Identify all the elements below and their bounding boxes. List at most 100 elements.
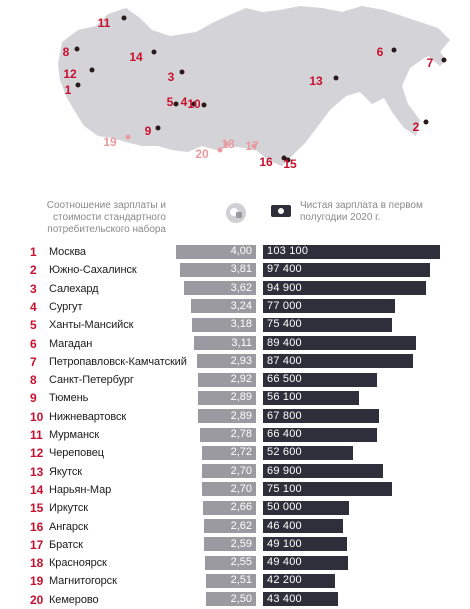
map-pin: 9 xyxy=(145,124,161,138)
rank-number: 19 xyxy=(30,574,44,589)
city-name: Нижневартовск xyxy=(49,410,127,423)
map-pin-label: 11 xyxy=(98,16,111,30)
ratio-value: 2,59 xyxy=(230,537,252,550)
map-pin: 16 xyxy=(259,155,287,169)
ratio-bar xyxy=(176,244,256,259)
salary-value: 75 100 xyxy=(267,482,302,495)
map-pin-label: 16 xyxy=(259,155,273,169)
table-row: 7 Петропавловск-Камчатский 2,93 87 400 xyxy=(0,353,470,371)
map-pin-dot xyxy=(285,157,291,163)
table-row: 1 Москва 4,00 103 100 xyxy=(0,243,470,261)
map-pin: 5 xyxy=(167,95,179,109)
ratio-bar xyxy=(202,482,256,497)
ratio-value: 2,78 xyxy=(230,428,252,440)
rank-number: 4 xyxy=(30,299,37,314)
city-name: Красноярск xyxy=(49,557,107,570)
salary-bar xyxy=(263,390,360,405)
salary-value: 97 400 xyxy=(267,263,302,276)
ratio-bar xyxy=(206,592,256,607)
ratio-bar xyxy=(197,372,256,387)
ratio-value: 4,00 xyxy=(230,245,252,257)
table-row: 9 Тюмень 2,89 56 100 xyxy=(0,389,470,407)
map-pin-dot xyxy=(391,47,397,53)
rank-number: 2 xyxy=(30,263,37,278)
rank-number: 13 xyxy=(30,464,44,479)
salary-bar xyxy=(263,372,378,387)
salary-value: 77 000 xyxy=(267,299,302,312)
table-row: 8 Санкт-Петербург 2,92 66 500 xyxy=(0,371,470,389)
salary-value: 43 400 xyxy=(267,592,302,605)
ratio-bar xyxy=(191,299,256,314)
ratio-value: 3,18 xyxy=(230,318,252,331)
salary-value: 56 100 xyxy=(267,391,302,404)
salary-bar xyxy=(263,427,377,442)
table-row: 15 Иркутск 2,66 50 000 xyxy=(0,499,470,517)
rank-number: 9 xyxy=(30,391,37,406)
salary-value: 42 200 xyxy=(267,574,302,587)
rank-number: 14 xyxy=(30,482,44,497)
map-pin: 15 xyxy=(283,157,297,171)
map-pin-dot xyxy=(423,119,429,125)
city-name: Москва xyxy=(49,246,86,258)
salary-bar xyxy=(263,244,440,259)
rank-number: 7 xyxy=(30,354,37,369)
salary-bar xyxy=(263,537,348,552)
rank-number: 16 xyxy=(30,519,44,534)
map-pin: 14 xyxy=(129,49,157,64)
table-row: 6 Магадан 3,11 89 400 xyxy=(0,335,470,353)
map-pin: 2 xyxy=(413,119,429,134)
salary-bar xyxy=(263,262,431,277)
salary-bar xyxy=(263,281,426,296)
money-icon xyxy=(271,205,291,217)
ratio-bar xyxy=(202,464,256,479)
rank-number: 11 xyxy=(30,428,43,442)
rank-number: 1 xyxy=(30,245,37,259)
map-pin-dot xyxy=(75,82,81,88)
ratio-value: 2,66 xyxy=(230,501,252,514)
ratio-value: 2,72 xyxy=(230,446,252,459)
map-pin: 4 xyxy=(181,95,197,109)
map-pin-dot xyxy=(333,75,339,81)
ratio-value: 2,89 xyxy=(230,409,252,422)
salary-bar xyxy=(263,354,414,369)
map-pin-dot xyxy=(173,101,179,107)
ratio-bar xyxy=(183,281,256,296)
salary-bar xyxy=(263,409,380,424)
wallet-basket-icon xyxy=(226,203,246,223)
city-name: Ханты-Мансийск xyxy=(49,319,134,332)
map-pin-label: 13 xyxy=(309,74,323,88)
rank-number: 5 xyxy=(30,318,37,333)
map-pin-label: 3 xyxy=(168,70,175,84)
salary-bar xyxy=(263,482,392,497)
salary-value: 66 400 xyxy=(267,428,302,440)
ratio-bar xyxy=(204,537,256,552)
salary-bar xyxy=(263,500,349,515)
ratio-bar xyxy=(198,390,256,405)
rank-number: 3 xyxy=(30,281,37,296)
map-pin: 12 xyxy=(63,67,95,81)
map-pin-label: 19 xyxy=(103,135,117,149)
map-pin-label: 10 xyxy=(187,97,201,111)
map-pin-dot xyxy=(155,125,161,131)
map-pin-dot xyxy=(281,155,287,161)
table-row: 11 Мурманск 2,78 66 400 xyxy=(0,426,470,444)
salary-value: 103 100 xyxy=(267,245,309,257)
ratio-bar xyxy=(201,445,256,460)
salary-bar xyxy=(263,555,348,570)
map-pin: 11 xyxy=(98,15,127,30)
map-pin-label: 20 xyxy=(195,147,209,161)
rank-number: 6 xyxy=(30,336,37,351)
ratio-value: 2,62 xyxy=(230,519,252,532)
map-pin-label: 8 xyxy=(63,45,70,59)
table-row: 18 Красноярск 2,55 49 400 xyxy=(0,554,470,572)
map-pin-label: 15 xyxy=(283,157,297,171)
ratio-value: 2,93 xyxy=(230,354,252,367)
city-name: Магнитогорск xyxy=(49,575,117,588)
map-pin: 17 xyxy=(245,139,259,153)
map-pin: 10 xyxy=(187,97,207,111)
city-name: Иркутск xyxy=(49,502,88,515)
ratio-bar xyxy=(192,317,256,332)
table-row: 3 Салехард 3,62 94 900 xyxy=(0,280,470,298)
salary-value: 66 500 xyxy=(267,373,302,386)
